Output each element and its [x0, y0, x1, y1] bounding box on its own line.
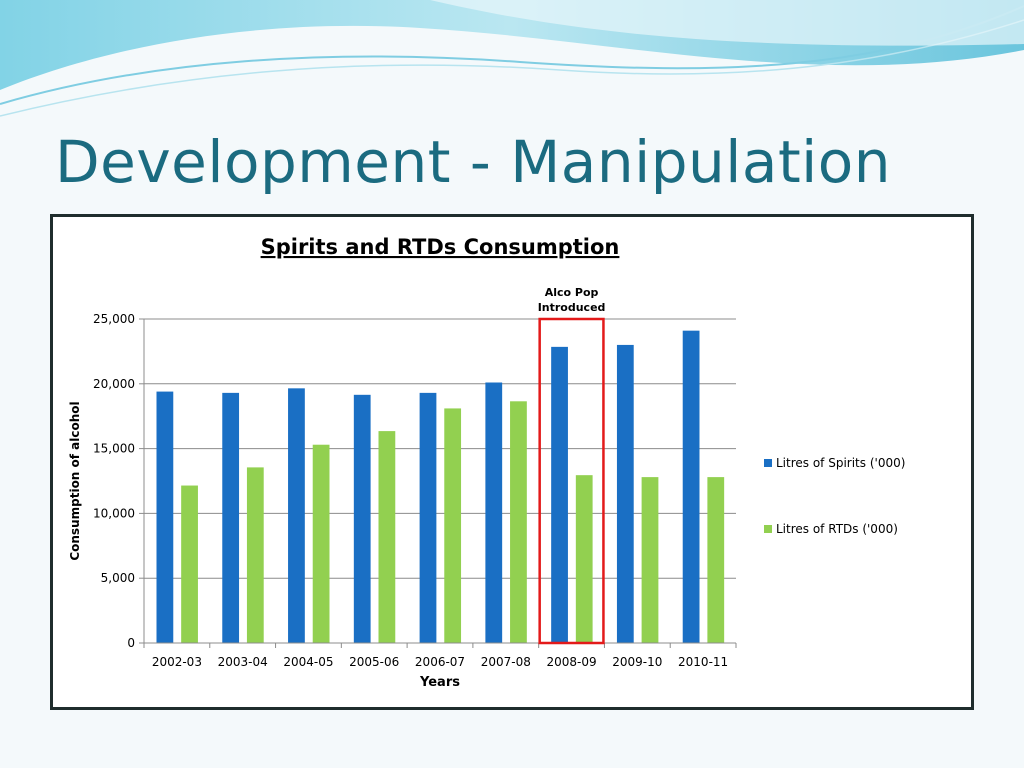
bar-spirits: [222, 392, 240, 643]
chart-title: Spirits and RTDs Consumption: [261, 235, 620, 259]
gridlines: [144, 318, 736, 579]
x-tick-label: 2005-06: [349, 655, 399, 669]
y-tick-label: 5,000: [101, 571, 135, 585]
bar-spirits: [353, 394, 371, 643]
bar-spirits: [156, 391, 174, 643]
bar-spirits: [551, 346, 568, 643]
annotation-label-line1: Alco Pop: [545, 286, 599, 299]
bar-spirits: [288, 388, 305, 643]
bar-rtds: [510, 401, 527, 643]
bar-rtds: [575, 475, 593, 643]
bar-spirits: [682, 330, 700, 643]
bar-rtds: [312, 444, 330, 643]
background-swoosh: [0, 0, 1024, 117]
bar-chart: Spirits and RTDs Consumption 0 5,000 10,00…: [68, 235, 905, 690]
bar-rtds: [181, 485, 198, 643]
x-tick-label: 2004-05: [283, 655, 333, 669]
x-tick-label: 2009-10: [612, 655, 662, 669]
bar-rtds: [378, 431, 396, 643]
bar-spirits: [485, 382, 503, 643]
x-tick-label: 2010-11: [678, 655, 728, 669]
x-tick-label: 2008-09: [546, 655, 596, 669]
x-axis-label: Years: [419, 675, 460, 690]
x-tick-label: 2006-07: [415, 655, 465, 669]
bar-rtds: [707, 477, 725, 643]
y-tick-label: 0: [127, 636, 135, 650]
x-tick-label: 2002-03: [152, 655, 202, 669]
bars: [156, 330, 725, 643]
bar-rtds: [246, 467, 264, 643]
legend-label: Litres of RTDs ('000): [776, 522, 898, 536]
annotation: Alco Pop Introduced: [538, 286, 606, 645]
slide-title: Development - Manipulation: [55, 128, 892, 196]
chart-frame: Spirits and RTDs Consumption 0 5,000 10,00…: [50, 214, 974, 710]
y-axis-label: Consumption of alcohol: [68, 401, 82, 560]
x-tick-label: 2007-08: [481, 655, 531, 669]
legend-swatch: [764, 525, 772, 533]
y-tick-label: 25,000: [93, 312, 135, 326]
x-tick-label: 2003-04: [218, 655, 268, 669]
y-tick-label: 10,000: [93, 506, 135, 520]
bar-spirits: [419, 392, 437, 643]
annotation-label-line2: Introduced: [538, 301, 606, 314]
y-tick-label: 15,000: [93, 442, 135, 456]
bar-rtds: [444, 408, 462, 643]
bar-spirits: [616, 344, 634, 643]
y-tick-label: 20,000: [93, 377, 135, 391]
legend-swatch: [764, 459, 772, 467]
bar-rtds: [641, 477, 659, 643]
highlight-box: [538, 317, 605, 645]
legend: Litres of Spirits ('000) Litres of RTDs (…: [764, 456, 905, 536]
legend-label: Litres of Spirits ('000): [776, 456, 905, 470]
axes: 0 5,000 10,000 15,000 20,000 25,000 2002-03 200…: [93, 312, 737, 669]
